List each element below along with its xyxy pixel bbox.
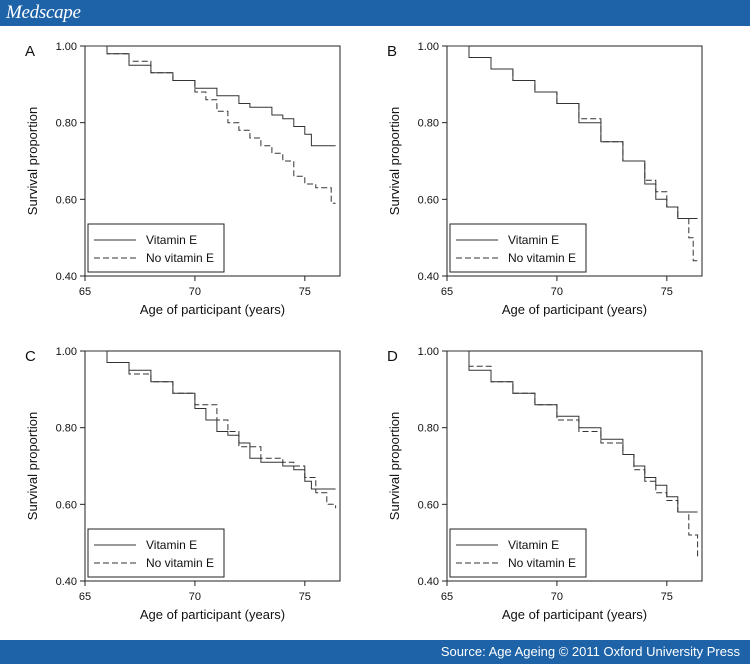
legend-entry: No vitamin E xyxy=(508,251,576,265)
y-tick-label: 0.60 xyxy=(56,194,77,206)
series-line-vitamin-e xyxy=(447,45,698,219)
x-tick-label: 70 xyxy=(189,286,201,298)
plot-frame xyxy=(446,350,703,582)
x-tick-label: 70 xyxy=(189,591,201,603)
y-axis-title: Survival proportion xyxy=(387,412,402,520)
legend-entry: Vitamin E xyxy=(508,538,559,552)
panel-d: D 0.40 0.60 0.80 1.00 65 70 75 Age of participan… xyxy=(387,346,703,622)
panel-label: D xyxy=(387,348,398,365)
legend-box xyxy=(449,528,587,578)
legend-entry: Vitamin E xyxy=(146,233,197,247)
series-line-vitamin-e xyxy=(85,350,336,490)
y-tick-label: 0.80 xyxy=(56,423,77,435)
y-tick-label: 1.00 xyxy=(418,41,439,53)
y-tick-label: 0.40 xyxy=(56,576,77,588)
source-credit: Source: Age Ageing © 2011 Oxford Univers… xyxy=(440,644,740,659)
y-tick-label: 0.40 xyxy=(418,576,439,588)
y-tick-label: 0.80 xyxy=(418,423,439,435)
y-tick-label: 0.60 xyxy=(418,499,439,511)
x-tick-label: 75 xyxy=(299,286,311,298)
y-tick-label: 0.80 xyxy=(418,118,439,130)
legend-box xyxy=(87,223,225,273)
x-tick-label: 65 xyxy=(79,591,91,603)
legend: Vitamin E No vitamin E xyxy=(449,223,587,273)
legend: Vitamin E No vitamin E xyxy=(87,223,225,273)
panel-label: B xyxy=(387,43,397,60)
legend-box xyxy=(449,223,587,273)
series-line-vitamin-e xyxy=(85,45,336,147)
footer-bar: Source: Age Ageing © 2011 Oxford Univers… xyxy=(0,640,750,664)
x-tick-label: 65 xyxy=(441,286,453,298)
y-tick-label: 0.40 xyxy=(418,271,439,283)
series-line-no-vitamin-e xyxy=(85,45,336,204)
legend-entry: Vitamin E xyxy=(508,233,559,247)
y-tick-label: 1.00 xyxy=(56,41,77,53)
x-tick-label: 65 xyxy=(441,591,453,603)
legend-entry: No vitamin E xyxy=(508,556,576,570)
panel-b: B 0.40 0.60 0.80 1.00 65 70 75 Age of participan… xyxy=(387,41,703,317)
legend: Vitamin E No vitamin E xyxy=(449,528,587,578)
x-axis-title: Age of participant (years) xyxy=(140,607,285,622)
x-tick-label: 65 xyxy=(79,286,91,298)
plot-frame xyxy=(84,350,341,582)
legend-entry: No vitamin E xyxy=(146,251,214,265)
survival-figure: A 0.40 0.60 0.80 1.00 65 70 75 Age of participan… xyxy=(25,41,703,622)
legend-entry: Vitamin E xyxy=(146,538,197,552)
legend-box xyxy=(87,528,225,578)
legend-entry: No vitamin E xyxy=(146,556,214,570)
y-tick-label: 1.00 xyxy=(56,346,77,358)
y-tick-label: 0.60 xyxy=(56,499,77,511)
panel-c: C 0.40 0.60 0.80 1.00 65 70 75 Age of participan… xyxy=(25,346,341,622)
x-axis-title: Age of participant (years) xyxy=(502,607,647,622)
series-line-no-vitamin-e xyxy=(447,350,699,558)
panel-label: A xyxy=(25,43,35,60)
y-axis-title: Survival proportion xyxy=(25,107,40,215)
x-tick-label: 75 xyxy=(661,286,673,298)
y-tick-label: 1.00 xyxy=(418,346,439,358)
series-line-vitamin-e xyxy=(447,350,698,513)
x-tick-label: 70 xyxy=(551,591,563,603)
x-axis-title: Age of participant (years) xyxy=(140,302,285,317)
series-line-no-vitamin-e xyxy=(85,350,337,509)
x-tick-label: 75 xyxy=(299,591,311,603)
plot-frame xyxy=(84,45,341,277)
y-tick-label: 0.40 xyxy=(56,271,77,283)
x-axis-title: Age of participant (years) xyxy=(502,302,647,317)
y-tick-label: 0.80 xyxy=(56,118,77,130)
series-line-no-vitamin-e xyxy=(447,45,698,262)
y-axis-title: Survival proportion xyxy=(25,412,40,520)
legend: Vitamin E No vitamin E xyxy=(87,528,225,578)
panel-a: A 0.40 0.60 0.80 1.00 65 70 75 Age of participan… xyxy=(25,41,341,317)
y-tick-label: 0.60 xyxy=(418,194,439,206)
panel-label: C xyxy=(25,348,36,365)
medscape-logo: Medscape xyxy=(6,2,81,23)
header-bar: Medscape xyxy=(0,0,750,26)
y-axis-title: Survival proportion xyxy=(387,107,402,215)
x-tick-label: 70 xyxy=(551,286,563,298)
x-tick-label: 75 xyxy=(661,591,673,603)
plot-frame xyxy=(446,45,703,277)
